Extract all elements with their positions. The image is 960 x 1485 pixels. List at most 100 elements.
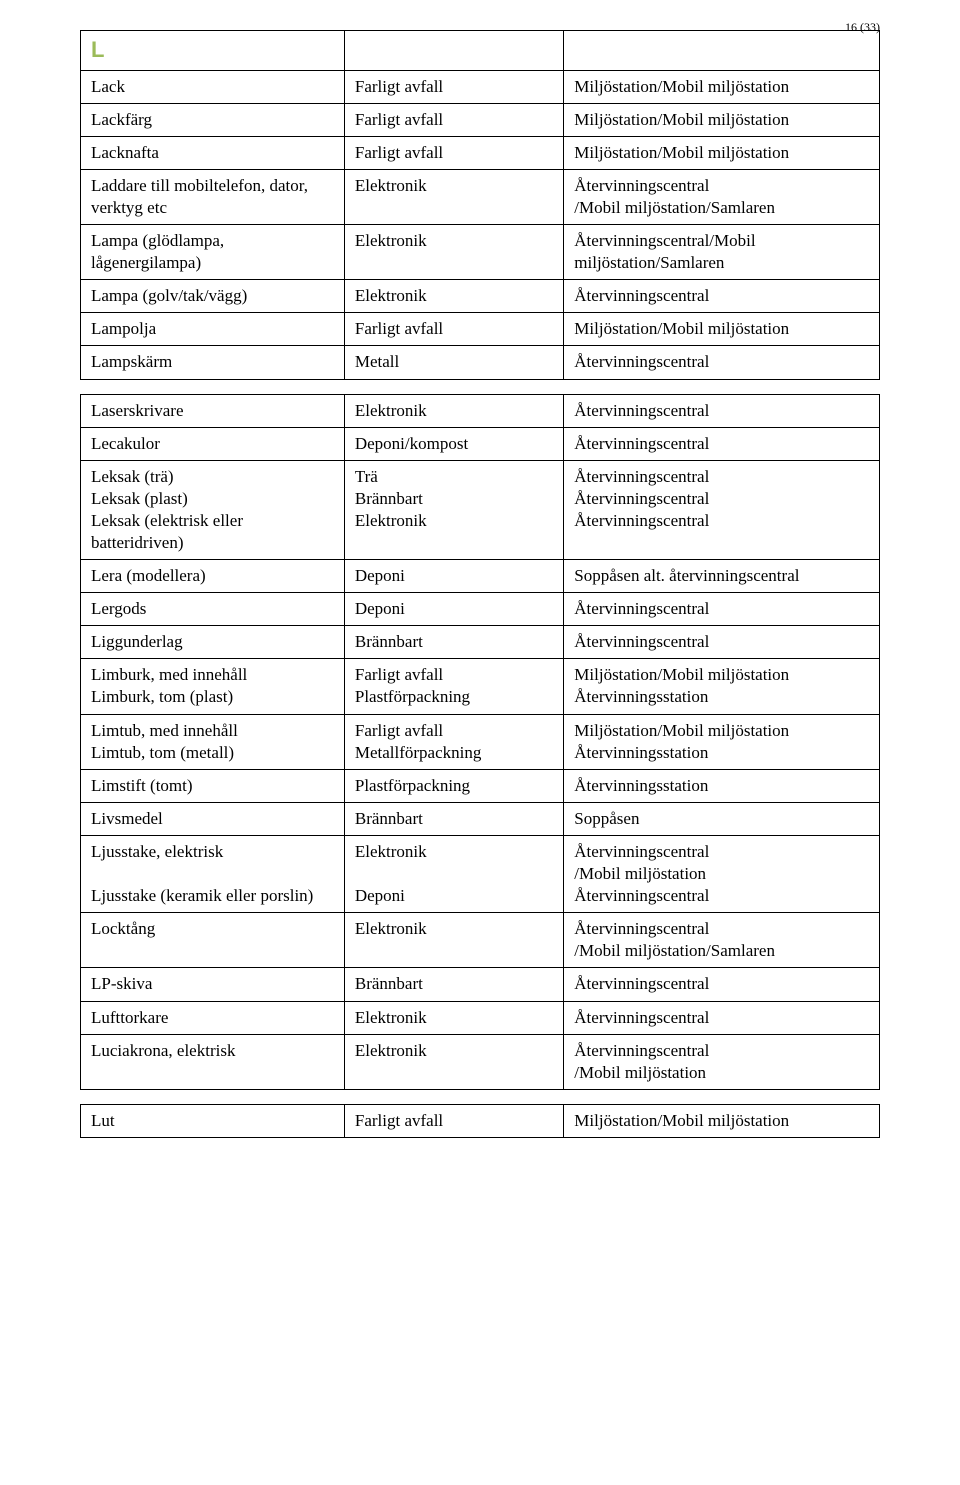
- table-spacer-2: [80, 1090, 880, 1104]
- table-cell: Luciakrona, elektrisk: [81, 1034, 345, 1089]
- table-cell: Återvinningscentral: [564, 593, 880, 626]
- table-cell: Lecakulor: [81, 427, 345, 460]
- table-cell: Livsmedel: [81, 802, 345, 835]
- table-cell: Återvinningscentral: [564, 427, 880, 460]
- table-row: Limburk, med innehållLimburk, tom (plast…: [81, 659, 880, 714]
- table-cell: Elektronik: [344, 913, 563, 968]
- table-cell: Limburk, med innehållLimburk, tom (plast…: [81, 659, 345, 714]
- empty-header-3: [564, 31, 880, 71]
- table-cell: Lufttorkare: [81, 1001, 345, 1034]
- table-cell: Återvinningscentral: [564, 968, 880, 1001]
- table-cell: Farligt avfall: [344, 313, 563, 346]
- table-cell: Elektronik: [344, 1034, 563, 1089]
- page-number: 16 (33): [845, 20, 880, 35]
- waste-table-3: LutFarligt avfallMiljöstation/Mobil milj…: [80, 1104, 880, 1138]
- table-row: LampskärmMetallÅtervinningscentral: [81, 346, 880, 379]
- table-cell: TräBrännbartElektronik: [344, 460, 563, 559]
- table-cell: Återvinningscentral: [564, 626, 880, 659]
- table-cell: Laserskrivare: [81, 394, 345, 427]
- table-cell: Miljöstation/Mobil miljöstation: [564, 103, 880, 136]
- table-cell: Soppåsen alt. återvinningscentral: [564, 560, 880, 593]
- table-cell: Deponi: [344, 560, 563, 593]
- table-cell: Miljöstation/Mobil miljöstation: [564, 136, 880, 169]
- table-cell: Deponi: [344, 593, 563, 626]
- table-row: LackfärgFarligt avfallMiljöstation/Mobil…: [81, 103, 880, 136]
- table-cell: Återvinningscentral: [564, 346, 880, 379]
- table-cell: Lack: [81, 70, 345, 103]
- table-spacer-1: [80, 380, 880, 394]
- table-row: Ljusstake, elektriskLjusstake (keramik e…: [81, 835, 880, 912]
- table-cell: Återvinningscentral/Mobil miljöstation: [564, 1034, 880, 1089]
- table-row: LackFarligt avfallMiljöstation/Mobil mil…: [81, 70, 880, 103]
- table-row: Lera (modellera)DeponiSoppåsen alt. åter…: [81, 560, 880, 593]
- table-cell: Farligt avfall: [344, 136, 563, 169]
- table-cell: Elektronik: [344, 394, 563, 427]
- table-cell: Lera (modellera): [81, 560, 345, 593]
- table-cell: Elektronik: [344, 280, 563, 313]
- table-cell: Farligt avfallMetallförpackning: [344, 714, 563, 769]
- table-cell: Återvinningscentral: [564, 1001, 880, 1034]
- table-row: LiggunderlagBrännbartÅtervinningscentral: [81, 626, 880, 659]
- table-cell: Återvinningscentral/Mobil miljöstation/S…: [564, 913, 880, 968]
- table-cell: Deponi/kompost: [344, 427, 563, 460]
- table-cell: Farligt avfall: [344, 1104, 563, 1137]
- waste-table-2: LaserskrivareElektronikÅtervinningscentr…: [80, 394, 880, 1090]
- table-cell: Limtub, med innehållLimtub, tom (metall): [81, 714, 345, 769]
- section-letter-cell: L: [81, 31, 345, 71]
- table-cell: LP-skiva: [81, 968, 345, 1001]
- table-cell: Brännbart: [344, 802, 563, 835]
- table-cell: Miljöstation/Mobil miljöstation: [564, 313, 880, 346]
- table-cell: Farligt avfall: [344, 70, 563, 103]
- waste-table-1: L LackFarligt avfallMiljöstation/Mobil m…: [80, 30, 880, 380]
- table-cell: Soppåsen: [564, 802, 880, 835]
- table-cell: ElektronikDeponi: [344, 835, 563, 912]
- table-row: Laddare till mobiltelefon, dator, verkty…: [81, 169, 880, 224]
- table-cell: Ljusstake, elektriskLjusstake (keramik e…: [81, 835, 345, 912]
- table-cell: Återvinningscentral: [564, 394, 880, 427]
- table-cell: Miljöstation/Mobil miljöstationÅtervinni…: [564, 714, 880, 769]
- table-cell: Lergods: [81, 593, 345, 626]
- table-cell: Lampa (golv/tak/vägg): [81, 280, 345, 313]
- table-cell: Lampa (glödlampa, lågenergilampa): [81, 225, 345, 280]
- table-cell: Miljöstation/Mobil miljöstation: [564, 70, 880, 103]
- table-row: LacknaftaFarligt avfallMiljöstation/Mobi…: [81, 136, 880, 169]
- table-cell: Limstift (tomt): [81, 769, 345, 802]
- table-cell: ÅtervinningscentralÅtervinningscentralÅt…: [564, 460, 880, 559]
- empty-header-2: [344, 31, 563, 71]
- table-cell: Brännbart: [344, 968, 563, 1001]
- table-cell: Lacknafta: [81, 136, 345, 169]
- table-cell: Locktång: [81, 913, 345, 968]
- table-row: Limtub, med innehållLimtub, tom (metall)…: [81, 714, 880, 769]
- table-row: LocktångElektronikÅtervinningscentral/Mo…: [81, 913, 880, 968]
- table-cell: Liggunderlag: [81, 626, 345, 659]
- table-row: Leksak (trä)Leksak (plast)Leksak (elektr…: [81, 460, 880, 559]
- table-cell: Farligt avfallPlastförpackning: [344, 659, 563, 714]
- table-cell: Brännbart: [344, 626, 563, 659]
- table-cell: Lackfärg: [81, 103, 345, 136]
- table-cell: Plastförpackning: [344, 769, 563, 802]
- table-row: Lampa (golv/tak/vägg)ElektronikÅtervinni…: [81, 280, 880, 313]
- table-row: LampoljaFarligt avfallMiljöstation/Mobil…: [81, 313, 880, 346]
- table-cell: Lampolja: [81, 313, 345, 346]
- table-cell: Elektronik: [344, 1001, 563, 1034]
- table-row: Lampa (glödlampa, lågenergilampa)Elektro…: [81, 225, 880, 280]
- table-cell: Farligt avfall: [344, 103, 563, 136]
- table-row: Limstift (tomt)PlastförpackningÅtervinni…: [81, 769, 880, 802]
- table-cell: Återvinningscentral: [564, 280, 880, 313]
- table-row: LecakulorDeponi/kompostÅtervinningscentr…: [81, 427, 880, 460]
- table-cell: Elektronik: [344, 169, 563, 224]
- table-cell: Metall: [344, 346, 563, 379]
- table-row: LutFarligt avfallMiljöstation/Mobil milj…: [81, 1104, 880, 1137]
- table-row: LaserskrivareElektronikÅtervinningscentr…: [81, 394, 880, 427]
- table-cell: Lampskärm: [81, 346, 345, 379]
- table-cell: Leksak (trä)Leksak (plast)Leksak (elektr…: [81, 460, 345, 559]
- table-row: LufttorkareElektronikÅtervinningscentral: [81, 1001, 880, 1034]
- section-letter: L: [91, 37, 104, 62]
- table-row: LivsmedelBrännbartSoppåsen: [81, 802, 880, 835]
- table-cell: Återvinningscentral/Mobil miljöstation/S…: [564, 169, 880, 224]
- table-cell: Miljöstation/Mobil miljöstationÅtervinni…: [564, 659, 880, 714]
- table-row: Luciakrona, elektriskElektronikÅtervinni…: [81, 1034, 880, 1089]
- section-header-row: L: [81, 31, 880, 71]
- table-cell: Miljöstation/Mobil miljöstation: [564, 1104, 880, 1137]
- table-cell: Lut: [81, 1104, 345, 1137]
